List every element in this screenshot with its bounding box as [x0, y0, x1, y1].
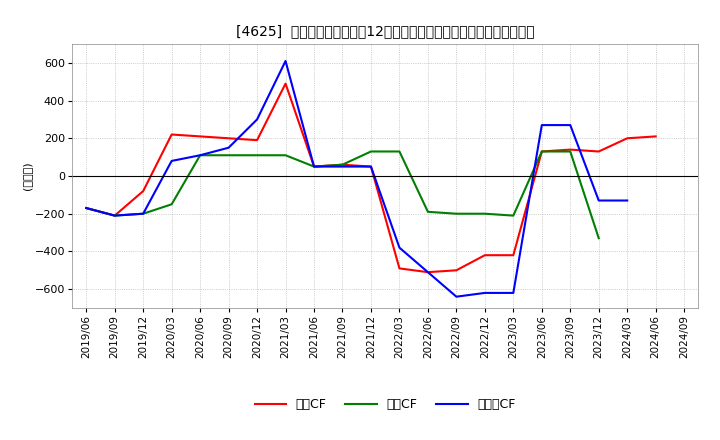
投資CF [110, 213, 119, 218]
フリーCF [310, 164, 318, 169]
フリーCF [253, 117, 261, 122]
営業CF [595, 149, 603, 154]
Title: [4625]  キャッシュフローの12か月移動合計の対前年同期増減額の推移: [4625] キャッシュフローの12か月移動合計の対前年同期増減額の推移 [236, 25, 534, 39]
フリーCF [225, 145, 233, 150]
フリーCF [566, 122, 575, 128]
フリーCF [282, 59, 290, 64]
フリーCF [537, 122, 546, 128]
フリーCF [452, 294, 461, 299]
フリーCF [423, 270, 432, 275]
投資CF [423, 209, 432, 214]
投資CF [253, 153, 261, 158]
フリーCF [595, 198, 603, 203]
投資CF [452, 211, 461, 216]
フリーCF [110, 213, 119, 218]
フリーCF [623, 198, 631, 203]
投資CF [537, 149, 546, 154]
営業CF [253, 138, 261, 143]
営業CF [196, 134, 204, 139]
投資CF [509, 213, 518, 218]
投資CF [395, 149, 404, 154]
営業CF [310, 164, 318, 169]
営業CF [652, 134, 660, 139]
投資CF [338, 162, 347, 167]
営業CF [139, 188, 148, 194]
営業CF [623, 136, 631, 141]
営業CF [537, 149, 546, 154]
営業CF [167, 132, 176, 137]
投資CF [566, 149, 575, 154]
Line: 営業CF: 営業CF [86, 84, 656, 272]
フリーCF [366, 164, 375, 169]
営業CF [395, 266, 404, 271]
フリーCF [509, 290, 518, 296]
Y-axis label: (百万円): (百万円) [22, 161, 32, 191]
営業CF [423, 270, 432, 275]
営業CF [225, 136, 233, 141]
営業CF [509, 253, 518, 258]
投資CF [310, 164, 318, 169]
投資CF [167, 202, 176, 207]
営業CF [480, 253, 489, 258]
投資CF [282, 153, 290, 158]
投資CF [196, 153, 204, 158]
フリーCF [395, 245, 404, 250]
投資CF [480, 211, 489, 216]
営業CF [366, 164, 375, 169]
営業CF [566, 147, 575, 152]
投資CF [225, 153, 233, 158]
投資CF [139, 211, 148, 216]
営業CF [282, 81, 290, 86]
営業CF [452, 268, 461, 273]
フリーCF [196, 153, 204, 158]
フリーCF [480, 290, 489, 296]
営業CF [110, 213, 119, 218]
営業CF [338, 162, 347, 167]
フリーCF [82, 205, 91, 211]
Line: フリーCF: フリーCF [86, 61, 627, 297]
投資CF [366, 149, 375, 154]
Legend: 営業CF, 投資CF, フリーCF: 営業CF, 投資CF, フリーCF [250, 393, 521, 416]
フリーCF [338, 164, 347, 169]
営業CF [82, 205, 91, 211]
フリーCF [139, 211, 148, 216]
投資CF [82, 205, 91, 211]
Line: 投資CF: 投資CF [86, 151, 599, 238]
投資CF [595, 235, 603, 241]
フリーCF [167, 158, 176, 164]
